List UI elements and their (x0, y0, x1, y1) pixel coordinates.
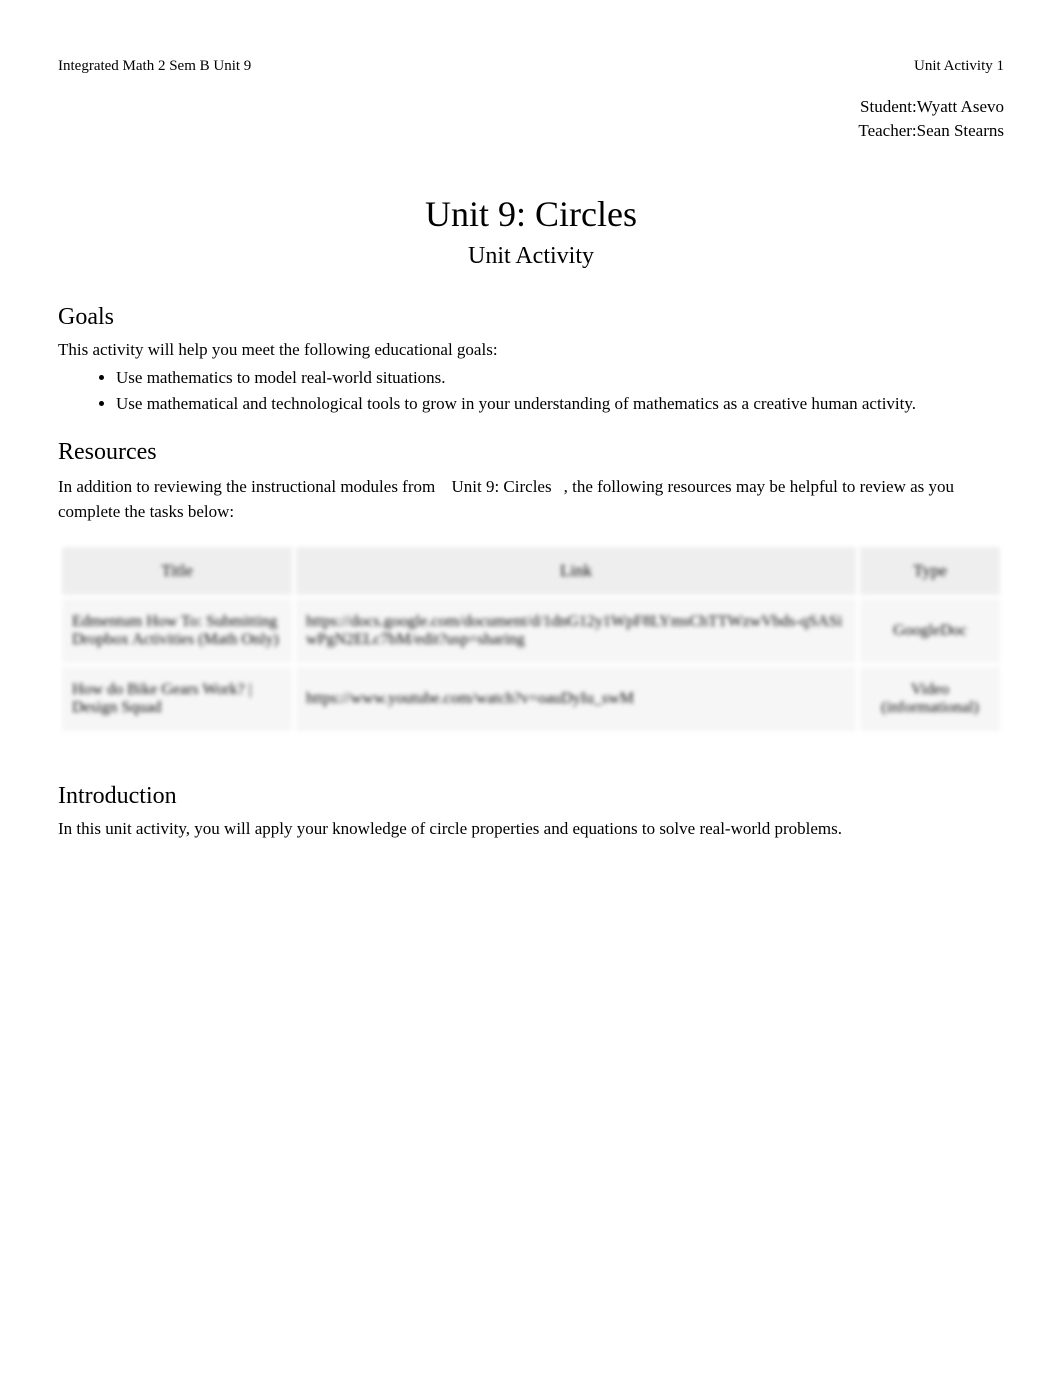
resources-intro-before: In addition to reviewing the instruction… (58, 477, 435, 496)
list-item: Use mathematical and technological tools… (116, 392, 1004, 417)
cell-title: How do Bike Gears Work? | Design Squad (62, 667, 292, 731)
student-value: Wyatt Asevo (917, 95, 1004, 119)
resources-intro: In addition to reviewing the instruction… (58, 474, 1004, 525)
col-title: Title (62, 547, 292, 595)
page-title: Unit 9: Circles (58, 193, 1004, 235)
table-header-row: Title Link Type (62, 547, 1000, 595)
cell-link[interactable]: https://www.youtube.com/watch?v=oauDyIu_… (296, 667, 856, 731)
teacher-value: Sean Stearns (917, 119, 1004, 143)
cell-title: Edmentum How To: Submitting Dropbox Acti… (62, 599, 292, 663)
goals-list: Use mathematics to model real-world situ… (58, 366, 1004, 417)
header-right: Unit Activity 1 (914, 58, 1004, 75)
goals-heading: Goals (58, 304, 1004, 331)
page-subtitle: Unit Activity (58, 243, 1004, 270)
resources-unit-link[interactable]: Unit 9: Circles (439, 477, 563, 496)
cell-link[interactable]: https://docs.google.com/document/d/1dnG1… (296, 599, 856, 663)
col-type: Type (860, 547, 1000, 595)
introduction-body: In this unit activity, you will apply yo… (58, 818, 1004, 841)
cell-type: GoogleDoc (860, 599, 1000, 663)
goals-intro: This activity will help you meet the fol… (58, 339, 1004, 362)
header-left: Integrated Math 2 Sem B Unit 9 (58, 58, 251, 75)
page-header: Integrated Math 2 Sem B Unit 9 Unit Acti… (58, 58, 1004, 75)
cell-type: Video (informational) (860, 667, 1000, 731)
table-row: How do Bike Gears Work? | Design Squad h… (62, 667, 1000, 731)
teacher-label: Teacher: (858, 119, 916, 143)
introduction-heading: Introduction (58, 783, 1004, 810)
col-link: Link (296, 547, 856, 595)
resources-table: Title Link Type Edmentum How To: Submitt… (58, 543, 1004, 735)
resources-heading: Resources (58, 439, 1004, 466)
student-teacher-meta: Student: Wyatt Asevo Teacher: Sean Stear… (58, 95, 1004, 143)
table-row: Edmentum How To: Submitting Dropbox Acti… (62, 599, 1000, 663)
student-label: Student: (860, 95, 917, 119)
list-item: Use mathematics to model real-world situ… (116, 366, 1004, 391)
